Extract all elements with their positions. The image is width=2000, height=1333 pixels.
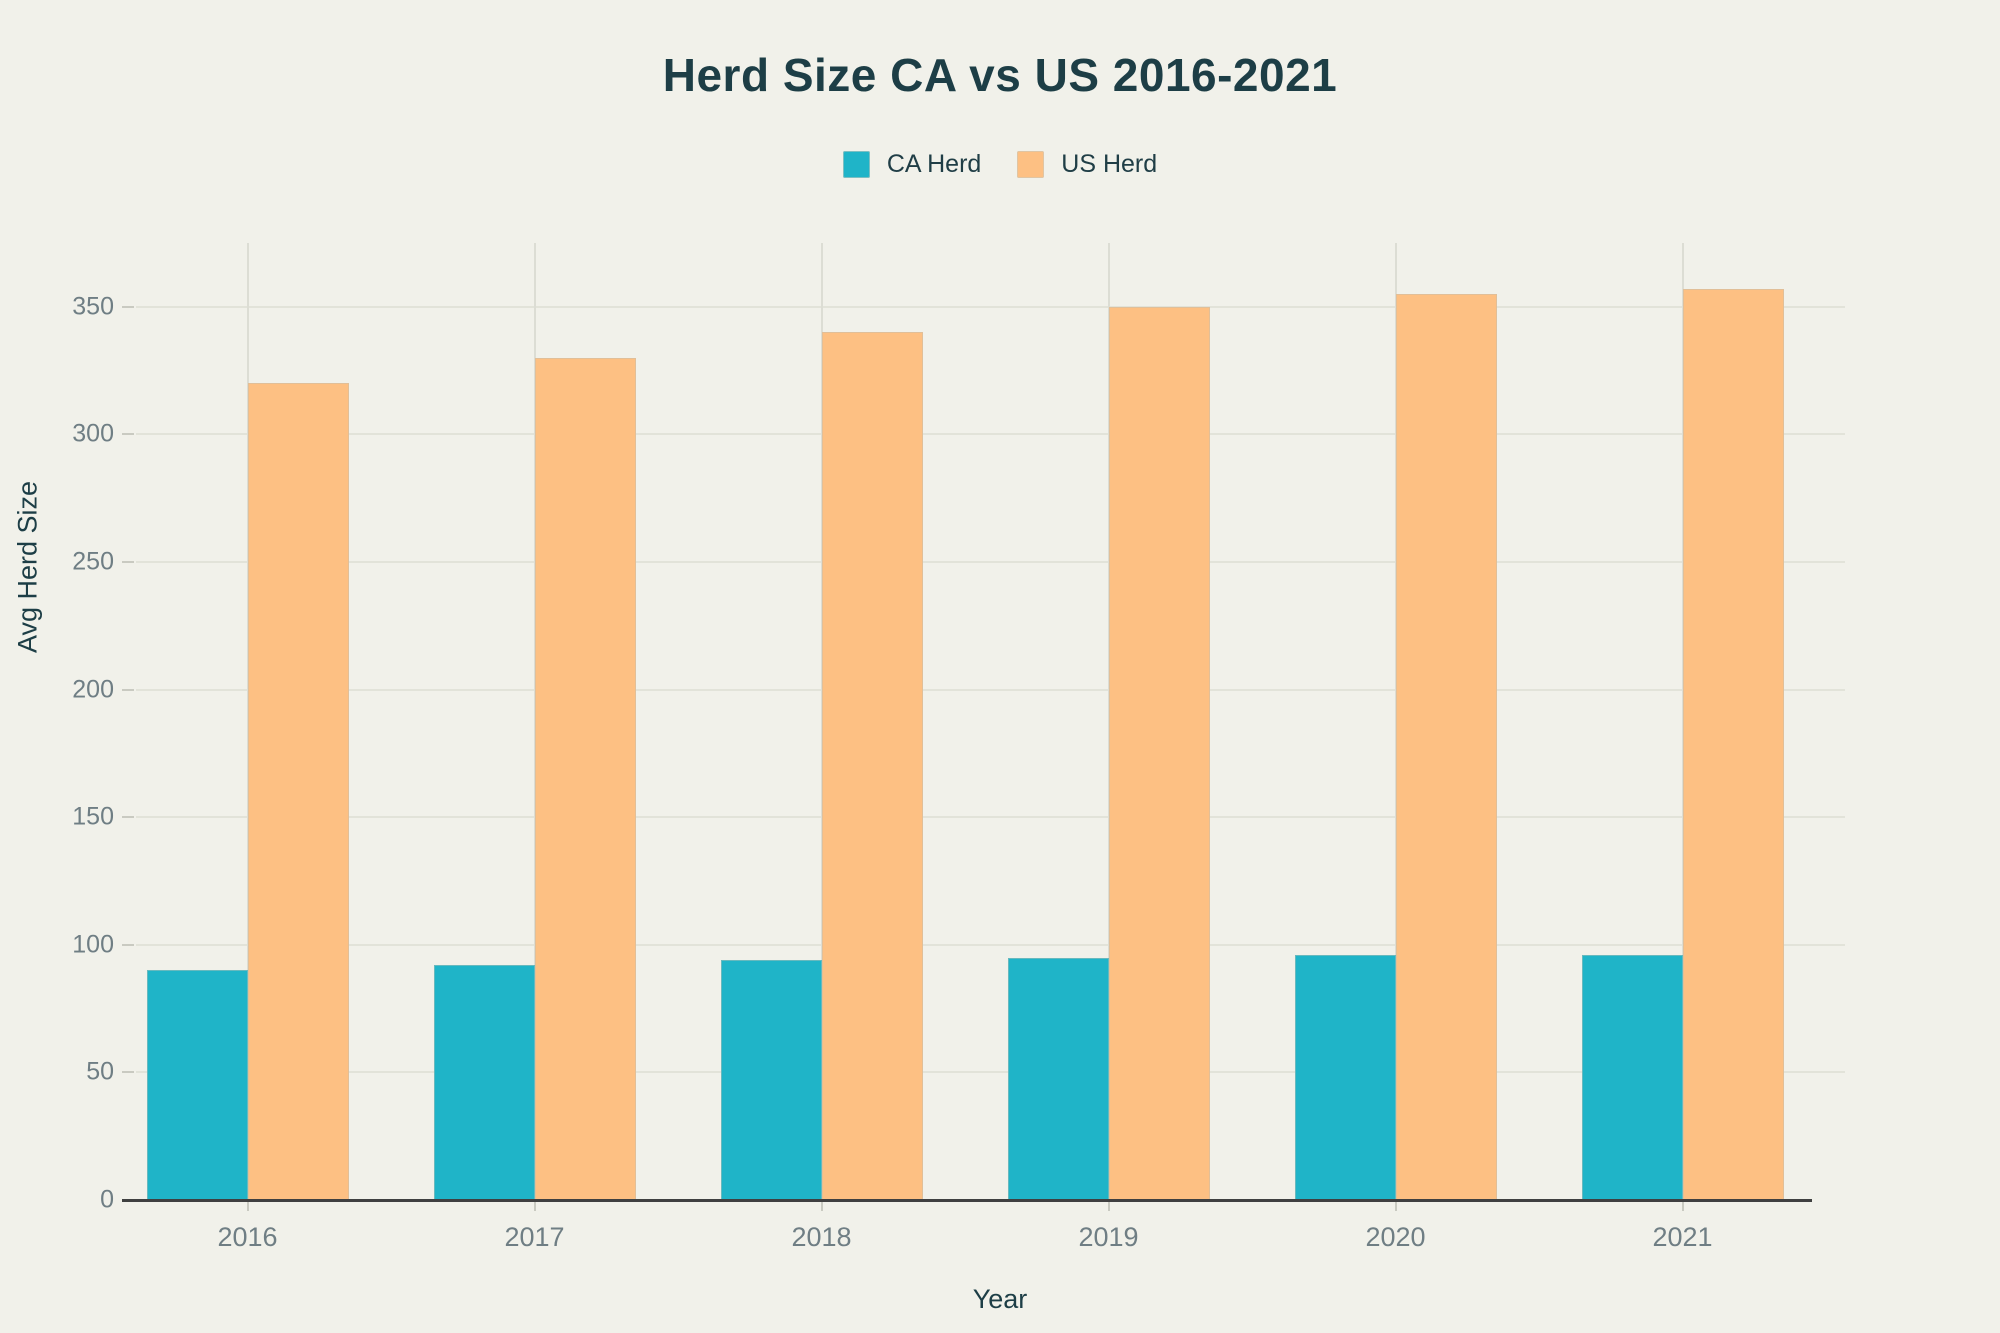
x-tick-label: 2019	[1078, 1222, 1139, 1252]
x-tick-mark	[533, 1201, 536, 1211]
bar-ca-herd-2016	[146, 970, 248, 1200]
y-tick-mark	[122, 1071, 134, 1074]
legend-item-us-herd[interactable]: US Herd	[1017, 150, 1157, 179]
x-tick-label: 2016	[217, 1222, 278, 1252]
x-tick-label: 2021	[1652, 1222, 1713, 1252]
y-tick-label: 0	[100, 1185, 114, 1214]
bar-us-herd-2016	[247, 383, 349, 1200]
gridline-y	[136, 433, 1845, 436]
x-tick-mark	[1394, 1201, 1397, 1211]
y-tick-label: 350	[72, 292, 114, 321]
bar-us-herd-2018	[821, 332, 923, 1200]
x-tick-mark	[1681, 1201, 1684, 1211]
bar-ca-herd-2018	[720, 960, 822, 1200]
legend-swatch	[1017, 151, 1045, 178]
bar-us-herd-2020	[1395, 294, 1497, 1200]
x-axis-title: Year	[972, 1284, 1028, 1314]
y-tick-label: 50	[86, 1057, 114, 1086]
y-tick-mark	[122, 943, 134, 946]
x-tick-label: 2017	[504, 1222, 565, 1252]
y-tick-label: 300	[72, 419, 114, 448]
y-tick-mark	[122, 305, 134, 308]
gridline-y	[136, 561, 1845, 563]
x-axis-line	[122, 1199, 1812, 1202]
bar-ca-herd-2020	[1294, 955, 1396, 1200]
y-tick-mark	[122, 816, 134, 819]
chart-title: Herd Size CA vs US 2016-2021	[662, 49, 1338, 101]
bar-ca-herd-2021	[1581, 955, 1683, 1200]
gridline-y	[136, 816, 1845, 819]
gridline-y	[136, 688, 1845, 691]
gridline-y	[136, 1071, 1845, 1074]
x-tick-mark	[246, 1201, 249, 1211]
y-tick-mark	[122, 433, 134, 436]
gridline-y	[136, 305, 1845, 308]
legend-item-ca-herd[interactable]: CA Herd	[842, 150, 982, 179]
y-tick-label: 100	[72, 930, 114, 959]
y-tick-mark	[122, 561, 134, 563]
bar-us-herd-2021	[1682, 288, 1784, 1200]
y-tick-label: 200	[72, 675, 114, 704]
x-tick-mark	[820, 1201, 823, 1211]
y-tick-label: 250	[72, 547, 114, 576]
legend: CA Herd US Herd	[0, 150, 2000, 179]
y-tick-label: 150	[72, 802, 114, 831]
gridline-y	[136, 943, 1845, 946]
bar-ca-herd-2019	[1007, 957, 1109, 1200]
x-tick-mark	[1107, 1201, 1110, 1211]
legend-swatch	[842, 151, 870, 178]
y-axis-title: Avg Herd Size	[12, 480, 43, 654]
bar-ca-herd-2017	[433, 965, 535, 1200]
x-tick-label: 2020	[1365, 1222, 1426, 1252]
bar-us-herd-2017	[534, 357, 636, 1200]
bar-us-herd-2019	[1108, 306, 1210, 1200]
legend-label: US Herd	[1061, 150, 1158, 178]
y-tick-mark	[122, 688, 134, 691]
legend-label: CA Herd	[886, 150, 982, 178]
x-tick-label: 2018	[791, 1222, 852, 1252]
